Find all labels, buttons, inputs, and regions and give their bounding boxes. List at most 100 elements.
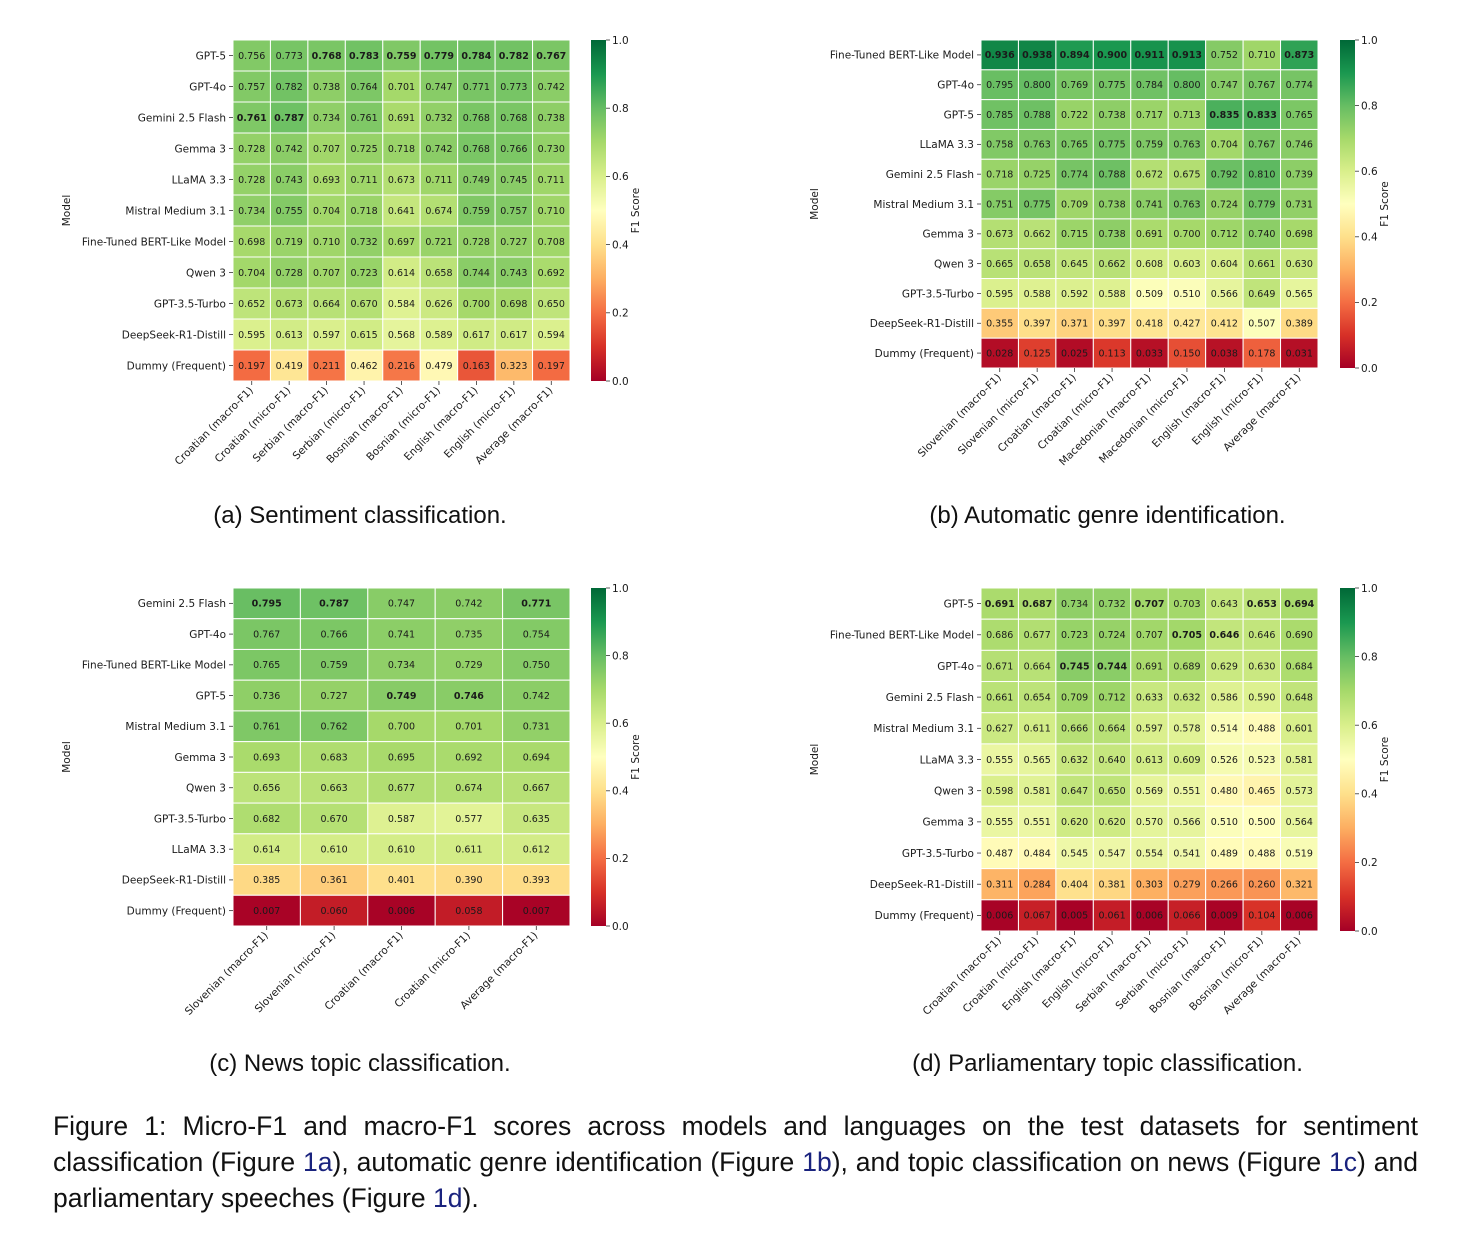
cell-value-label: 0.911 [1134,50,1164,61]
heatmap-cell [1242,337,1282,369]
cell-value-label: 0.610 [388,844,415,855]
y-tick-label: GPT-3.5-Turbo [902,848,974,860]
cell-value-label: 0.734 [238,206,265,217]
heatmap-cell [1092,712,1132,745]
heatmap-cell [1280,99,1319,130]
colorbar-tick-label: 0.0 [1361,363,1378,375]
heatmap-cell [980,99,1019,130]
caption-text: ). [462,1183,479,1213]
heatmap-cell [419,39,459,72]
figure-ref-1b[interactable]: 1b [802,1147,832,1177]
cell-value-label: 0.640 [1098,755,1125,766]
heatmap-cell [382,349,421,382]
heatmap-cell [307,287,346,320]
y-tick-label: LLaMA 3.3 [920,754,974,766]
cell-value-label: 0.697 [388,237,415,248]
heatmap-cell [307,318,346,351]
cell-value-label: 0.673 [986,229,1013,240]
heatmap-cell [1167,899,1207,932]
cell-value-label: 0.762 [320,722,347,733]
cell-value-label: 0.608 [1136,259,1163,270]
heatmap-cell [532,256,571,289]
cell-value-label: 0.712 [1211,229,1238,240]
cell-value-label: 0.487 [986,848,1013,859]
colorbar-tick-label: 0.4 [612,239,629,251]
cell-value-label: 0.718 [350,206,377,217]
cell-value-label: 0.731 [1286,199,1313,210]
cell-value-label: 0.568 [388,330,415,341]
heatmap-cell [269,39,309,72]
cell-value-label: 0.738 [1098,229,1125,240]
cell-value-label: 0.033 [1136,348,1163,359]
heatmap-cell [1242,248,1282,280]
colorbar-tick-label: 0.6 [612,171,629,183]
heatmap-cell [1280,39,1319,71]
cell-value-label: 0.701 [388,82,415,93]
cell-value-label: 0.677 [388,783,415,794]
cell-value-label: 0.673 [388,175,415,186]
heatmap-cell [1205,868,1244,901]
cell-value-label: 0.768 [463,113,490,124]
heatmap-cell [419,349,459,382]
cell-value-label: 0.749 [463,175,490,186]
cell-value-label: 0.554 [1136,848,1163,859]
colorbar-tick-label: 0.4 [1361,232,1378,244]
cell-value-label: 0.740 [1248,229,1275,240]
heatmap-cell [232,256,271,289]
cell-value-label: 0.707 [313,268,340,279]
colorbar-tick-label: 0.8 [1361,100,1378,112]
colorbar-tick-label: 1.0 [612,35,629,47]
cell-value-label: 0.609 [1173,755,1200,766]
cell-value-label: 0.743 [500,268,527,279]
cell-value-label: 0.260 [1248,880,1275,891]
cell-value-label: 0.788 [1024,110,1051,121]
cell-value-label: 0.767 [253,629,280,640]
heatmap-cell [457,318,496,351]
cell-value-label: 0.664 [1098,724,1125,735]
cell-value-label: 0.419 [276,361,303,372]
y-tick-label: GPT-4o [937,661,974,673]
cell-value-label: 0.724 [1211,199,1238,210]
y-tick-label: Gemini 2.5 Flash [138,598,226,610]
cell-value-label: 0.700 [1173,229,1200,240]
heatmap-cell [1055,188,1094,220]
cell-value-label: 0.211 [313,361,340,372]
heatmap-cell [299,741,369,773]
cell-value-label: 0.759 [386,51,416,62]
cell-value-label: 0.767 [1248,140,1275,151]
heatmap-cell [1130,69,1169,101]
heatmap-cell [1017,307,1057,339]
heatmap-cell [1130,39,1169,71]
heatmap-cell [532,318,571,351]
figure-ref-1c[interactable]: 1c [1329,1147,1358,1177]
cell-value-label: 0.727 [500,237,527,248]
heatmap-cell [419,163,459,196]
cell-value-label: 0.617 [463,330,490,341]
cell-value-label: 0.597 [313,330,340,341]
cell-value-label: 0.510 [1173,289,1200,300]
y-tick-label: GPT-3.5-Turbo [154,813,226,825]
heatmap-cell [1017,218,1057,250]
y-axis-label: Model [61,195,73,227]
figure-ref-1d[interactable]: 1d [433,1183,463,1213]
y-axis-label: Model [61,741,73,773]
heatmap-cell [1017,649,1057,683]
heatmap-cell [232,287,271,320]
cell-value-label: 0.397 [1098,319,1125,330]
cell-value-label: 0.500 [1248,817,1275,828]
heatmap-cell [1092,99,1132,130]
cell-value-label: 0.757 [238,82,265,93]
cell-value-label: 0.654 [1024,692,1051,703]
colorbar-tick-label: 0.2 [1361,297,1378,309]
cell-value-label: 0.031 [1286,348,1313,359]
colorbar [591,588,606,926]
cell-value-label: 0.617 [500,330,527,341]
heatmap-cell [1280,618,1319,651]
cell-value-label: 0.727 [320,691,347,702]
figure-ref-1a[interactable]: 1a [303,1147,333,1177]
cell-value-label: 0.707 [1134,599,1164,610]
heatmap-cell [1092,39,1132,71]
cell-value-label: 0.565 [1024,755,1051,766]
heatmap-cell [232,349,271,382]
heatmap-cell [269,101,309,134]
